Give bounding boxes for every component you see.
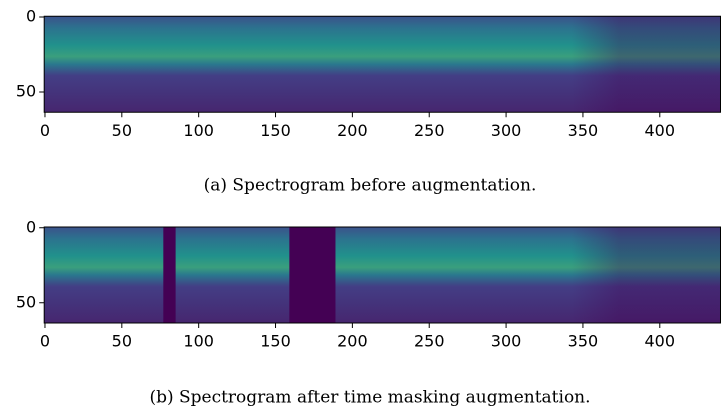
x-tick-label: 50 (112, 332, 132, 351)
x-tick-label: 250 (414, 332, 445, 351)
caption: (b) Spectrogram after time masking augme… (149, 388, 590, 408)
x-tick-label: 250 (414, 121, 445, 140)
time-mask (163, 227, 176, 323)
time-mask (289, 227, 336, 323)
x-tick-label: 150 (260, 121, 291, 140)
spectrogram-fade (44, 16, 721, 113)
x-tick-label: 350 (568, 332, 599, 351)
x-tick-label: 200 (337, 121, 368, 140)
x-tick-label: 100 (183, 121, 214, 140)
y-tick-label: 0 (26, 217, 36, 236)
x-tick-label: 200 (337, 332, 368, 351)
spectrogram-fade (44, 227, 721, 323)
y-tick-label: 0 (26, 7, 36, 26)
x-tick-label: 400 (645, 121, 676, 140)
x-tick-label: 300 (491, 332, 522, 351)
x-tick-label: 150 (260, 332, 291, 351)
x-tick-label: 300 (491, 121, 522, 140)
caption: (a) Spectrogram before augmentation. (204, 176, 537, 196)
x-tick-label: 400 (645, 332, 676, 351)
x-tick-label: 50 (112, 121, 132, 140)
y-tick-label: 50 (16, 82, 36, 101)
x-tick-label: 100 (183, 332, 214, 351)
x-tick-label: 350 (568, 121, 599, 140)
y-tick-label: 50 (16, 292, 36, 311)
x-tick-label: 0 (40, 121, 50, 140)
x-tick-label: 0 (40, 332, 50, 351)
